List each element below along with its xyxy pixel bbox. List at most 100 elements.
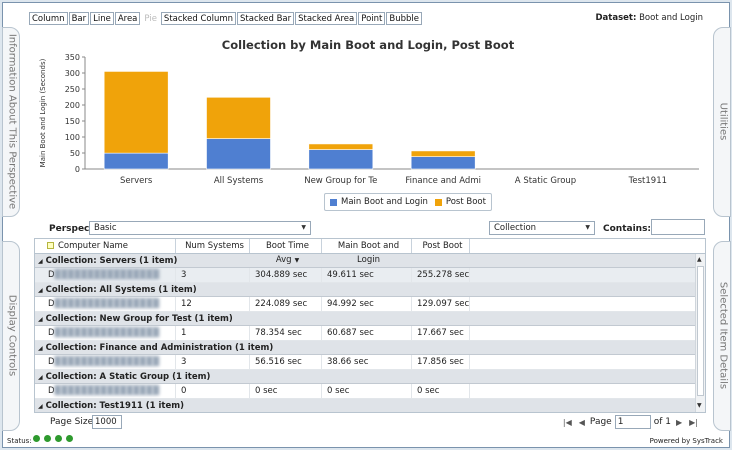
chart-type-tab-column[interactable]: Column — [29, 12, 68, 25]
group-header-row[interactable]: ◢ Collection: New Group for Test (1 item) — [35, 312, 705, 326]
chart-type-tab-stacked-column[interactable]: Stacked Column — [160, 12, 237, 25]
table-cell-value: 60.687 sec — [327, 328, 374, 338]
table-cell: D████████████████ — [43, 384, 176, 398]
column-header-label: Computer Name — [58, 241, 129, 251]
bar-segment-post-boot — [103, 71, 169, 154]
x-tick-label: Finance and Admi — [405, 176, 481, 186]
last-page-icon[interactable]: ▶| — [689, 417, 698, 427]
table-cell-value: 12 — [181, 299, 192, 309]
column-header-boot-time-avg[interactable]: Boot Time Avg ▼ — [250, 239, 322, 265]
next-page-icon[interactable]: ▶ — [675, 417, 683, 427]
page-number-value: 1 — [617, 417, 624, 427]
x-tick-label: New Group for Te — [304, 176, 377, 186]
table-row[interactable]: D████████████████ 0 0 sec 0 sec 0 sec — [35, 384, 705, 399]
chart-type-tab-line[interactable]: Line — [90, 12, 114, 25]
group-header-label: Collection: New Group for Test (1 item) — [45, 314, 233, 324]
group-header-label: Collection: All Systems (1 item) — [45, 285, 197, 295]
table-cell-value: D — [48, 270, 55, 280]
chart-type-tab-point[interactable]: Point — [358, 12, 386, 25]
table-cell-value: 1 — [181, 328, 187, 338]
collapse-triangle-icon[interactable]: ◢ — [38, 345, 43, 352]
y-tick-label: 100 — [65, 133, 80, 142]
bar-segment-main-boot — [308, 149, 374, 170]
page-number-input[interactable]: 1 — [614, 415, 651, 429]
contains-input[interactable] — [651, 219, 705, 235]
contains-label: Contains: — [603, 224, 652, 234]
chart-type-tab-stacked-bar[interactable]: Stacked Bar — [237, 12, 295, 25]
stacked-column-chart: 0 50 100 150 200 250 300 350 Main Boot and Login… — [39, 53, 699, 186]
group-column-spacer — [35, 239, 43, 253]
table-cell-value: 56.516 sec — [255, 357, 302, 367]
group-header-row[interactable]: ◢ Collection: Servers (1 item) — [35, 254, 705, 268]
group-header-row[interactable]: ◢ Collection: Finance and Administration … — [35, 341, 705, 355]
chart-type-tab-bubble[interactable]: Bubble — [386, 12, 422, 25]
collapse-triangle-icon[interactable]: ◢ — [38, 374, 43, 381]
chart-type-tab-bar[interactable]: Bar — [68, 12, 90, 25]
information-panel-tab[interactable]: Information About This Perspective — [2, 27, 20, 217]
prev-page-icon[interactable]: ◀ — [578, 417, 585, 427]
utilities-tab[interactable]: Utilities — [713, 27, 731, 217]
table-cell: D████████████████ — [43, 268, 176, 282]
table-cell-value: D — [48, 328, 55, 338]
table-cell-value: 0 — [181, 386, 187, 396]
status-dot — [55, 435, 62, 442]
perspective-select[interactable]: Basic ▼ — [89, 221, 311, 235]
table-cell-value: 94.992 sec — [327, 299, 374, 309]
information-panel-label: Information About This Perspective — [6, 33, 18, 210]
group-header-row[interactable]: ◢ Collection: All Systems (1 item) — [35, 283, 705, 297]
group-header-label: Collection: Servers (1 item) — [45, 256, 178, 266]
scrollbar-thumb[interactable] — [697, 266, 704, 396]
page-count: of 1 — [653, 417, 671, 427]
table-row[interactable]: D████████████████ 12 224.089 sec 94.992 sec… — [35, 297, 705, 312]
collection-select[interactable]: Collection ▼ — [489, 221, 595, 235]
table-cell: 49.611 sec — [322, 268, 412, 282]
table-cell-value: 49.611 sec — [327, 270, 374, 280]
table-cell-value: 17.667 sec — [417, 328, 464, 338]
column-header-main-boot-and-login[interactable]: Main Boot and Login — [322, 239, 412, 265]
table-cell-value: D — [48, 357, 55, 367]
collapse-triangle-icon[interactable]: ◢ — [38, 258, 43, 265]
collapse-triangle-icon[interactable]: ◢ — [38, 403, 43, 410]
select-all-checkbox[interactable] — [47, 242, 54, 249]
scroll-up-icon[interactable]: ▲ — [697, 256, 702, 263]
collection-select-value: Collection — [494, 223, 537, 233]
y-axis-label: Main Boot and Login (Seconds) — [39, 58, 47, 167]
collapse-triangle-icon[interactable]: ◢ — [38, 316, 43, 323]
status-bar: Status: Powered by SysTrack — [3, 433, 729, 447]
table-row[interactable]: D████████████████ 3 304.889 sec 49.611 sec 2… — [35, 268, 705, 283]
table-row[interactable]: D████████████████ 1 78.354 sec 60.687 sec 17… — [35, 326, 705, 341]
chart-type-tab-area[interactable]: Area — [114, 12, 141, 25]
row-indent — [35, 268, 43, 282]
chart-type-tab-stacked-area[interactable]: Stacked Area — [295, 12, 358, 25]
grid-vertical-scrollbar[interactable]: ▲ ▼ — [695, 254, 705, 412]
table-cell-value: 304.889 sec — [255, 270, 308, 280]
table-cell-value: 0 sec — [255, 386, 278, 396]
collapse-triangle-icon[interactable]: ◢ — [38, 287, 43, 294]
table-cell: 0 — [176, 384, 250, 398]
group-header-row[interactable]: ◢ Collection: Test1911 (1 item) — [35, 399, 705, 412]
y-tick-label: 300 — [65, 69, 80, 78]
table-cell-value: D — [48, 299, 55, 309]
column-header-post-boot[interactable]: Post Boot — [412, 239, 470, 253]
page-size-input[interactable]: 1000 — [92, 415, 122, 429]
status-dot — [33, 435, 40, 442]
display-controls-tab[interactable]: Display Controls — [2, 241, 20, 431]
table-cell: 129.097 sec — [412, 297, 470, 311]
x-tick-label: Servers — [120, 176, 153, 186]
table-cell-value: 255.278 sec — [417, 270, 470, 280]
column-header-num-systems[interactable]: Num Systems — [176, 239, 250, 253]
group-header-label: Collection: Test1911 (1 item) — [45, 401, 184, 411]
grid-footer: Page Size 1000 |◀ ◀ Page 1 of 1 ▶ ▶| — [34, 414, 706, 432]
selected-item-details-tab[interactable]: Selected Item Details — [713, 241, 731, 431]
group-header-row[interactable]: ◢ Collection: A Static Group (1 item) — [35, 370, 705, 384]
table-cell-value: 129.097 sec — [417, 299, 470, 309]
table-row[interactable]: D████████████████ 3 56.516 sec 38.66 sec 17.… — [35, 355, 705, 370]
chart-type-toolbar: Column Bar Line Area Pie Stacked Column Stacke… — [29, 12, 423, 25]
chevron-down-icon: ▼ — [585, 224, 590, 231]
column-header-computer-name[interactable]: Computer Name — [43, 239, 176, 253]
first-page-icon[interactable]: |◀ — [562, 417, 572, 427]
row-indent — [35, 355, 43, 369]
chart-type-tab-pie[interactable]: Pie — [141, 12, 160, 25]
scroll-down-icon[interactable]: ▼ — [697, 402, 702, 409]
table-cell: 38.66 sec — [322, 355, 412, 369]
